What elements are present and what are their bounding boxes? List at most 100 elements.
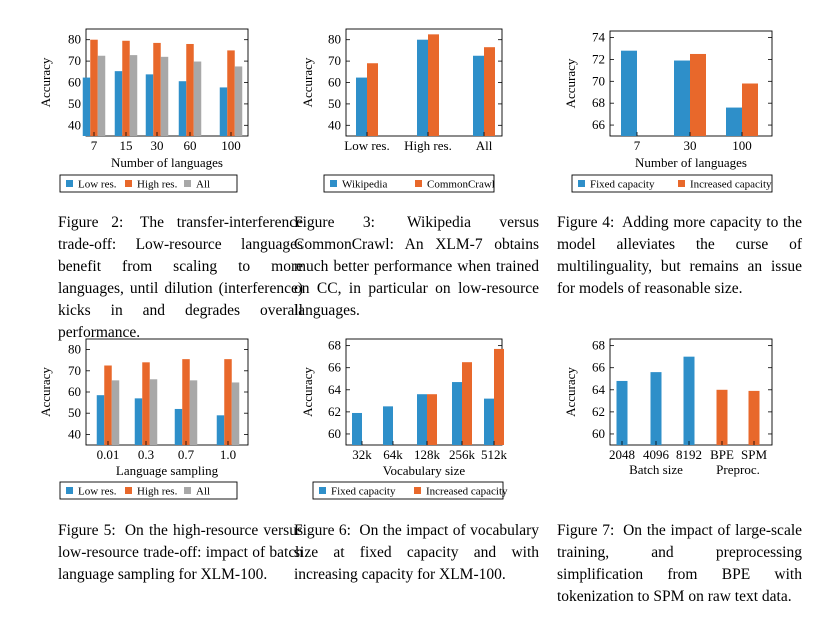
bar [219, 87, 228, 136]
y-tick-label: 60 [328, 75, 341, 90]
bar [417, 39, 428, 137]
legend-swatch [125, 487, 132, 494]
caption-figure-5: Figure 5: On the high-resource versus lo… [58, 520, 303, 586]
legend-swatch [414, 487, 421, 494]
bar [96, 395, 105, 445]
bar [122, 40, 130, 136]
x-tick-label: 100 [221, 138, 241, 153]
x-tick-label: 30 [684, 138, 697, 153]
legend-label: Low res. [78, 486, 117, 498]
caption-text: On the high-resource versus low-resource… [58, 522, 304, 583]
x-tick-label: 64k [383, 447, 403, 462]
legend-swatch [184, 180, 191, 187]
bar [149, 379, 158, 445]
legend-swatch [415, 180, 422, 187]
y-tick-label: 62 [328, 404, 341, 419]
y-tick-label: 60 [68, 384, 81, 399]
y-tick-label: 68 [592, 338, 605, 353]
x-group-label: Preproc. [716, 462, 760, 477]
legend-swatch [125, 180, 132, 187]
legend-swatch [184, 487, 191, 494]
x-tick-label: 2048 [609, 447, 635, 462]
legend-box [59, 481, 238, 500]
bar [216, 415, 225, 445]
y-tick-label: 60 [68, 75, 81, 90]
bar [427, 394, 437, 445]
caption-label: Figure 3: [294, 214, 375, 231]
y-tick-label: 72 [592, 51, 605, 66]
bar [484, 47, 495, 136]
chart-fig4: 66 68 70 72 74 Accuracy 7 30 100 Number of langua… [563, 30, 773, 193]
y-tick-label: 70 [68, 363, 81, 378]
legend-label: Fixed capacity [331, 486, 396, 498]
legend-swatch [678, 180, 685, 187]
bar [716, 389, 728, 445]
y-tick-label: 80 [328, 32, 341, 47]
bar [182, 359, 190, 445]
bar [145, 74, 154, 136]
bar [367, 63, 378, 136]
y-tick-label: 70 [592, 73, 605, 88]
y-axis-label: Accuracy [563, 58, 578, 108]
bar [111, 380, 120, 445]
legend-label: Increased capacity [690, 179, 772, 191]
bar [114, 71, 123, 136]
caption-label: Figure 7: [557, 522, 615, 539]
y-tick-label: 40 [328, 117, 341, 132]
legend-swatch [578, 180, 585, 187]
caption-label: Figure 6: [294, 522, 351, 539]
x-axis-label: Number of languages [111, 155, 223, 170]
bar [178, 81, 187, 136]
caption-text: On the impact of large-scale training, a… [557, 522, 803, 605]
legend-label: High res. [137, 179, 178, 191]
bar [82, 77, 91, 136]
x-axis-label: Language sampling [116, 463, 219, 478]
bar [690, 53, 706, 136]
bar [234, 66, 243, 136]
y-tick-label: 62 [592, 404, 605, 419]
y-tick-label: 60 [328, 426, 341, 441]
x-tick-label: BPE [710, 447, 734, 462]
y-tick-label: 70 [68, 53, 81, 68]
y-tick-label: 66 [592, 360, 606, 375]
legend-label: Fixed capacity [590, 179, 655, 191]
bar [748, 390, 760, 445]
y-tick-label: 80 [68, 342, 81, 357]
bar [129, 55, 138, 136]
caption-figure-6: Figure 6: On the impact of vocabulary si… [294, 520, 539, 586]
legend-swatch [66, 180, 73, 187]
x-axis-label: Number of languages [635, 155, 747, 170]
legend-swatch [66, 487, 73, 494]
bar [153, 42, 161, 136]
y-tick-label: 50 [68, 405, 81, 420]
bar [484, 398, 494, 445]
x-tick-label: 128k [414, 447, 441, 462]
y-tick-label: 50 [68, 96, 81, 111]
legend-label: High res. [137, 486, 178, 498]
chart-fig3: 40 50 60 70 80 Accuracy Low res. High res. All Wi… [300, 28, 503, 193]
legend-label: Low res. [78, 179, 117, 191]
y-tick-label: 70 [328, 53, 341, 68]
y-tick-label: 66 [328, 360, 342, 375]
bar [104, 365, 112, 445]
bar [160, 56, 169, 136]
y-axis-label: Accuracy [300, 367, 315, 417]
x-tick-label: 0.7 [178, 447, 195, 462]
bar [186, 43, 194, 137]
bar [621, 50, 637, 136]
x-tick-label: 0.01 [97, 447, 120, 462]
caption-text: Adding more capacity to the model allevi… [557, 214, 802, 297]
caption-text: On the impact of vocabulary size at fixe… [294, 522, 540, 583]
caption-figure-2: Figure 2: The transfer-interference trad… [58, 212, 303, 344]
caption-figure-7: Figure 7: On the impact of large-scale t… [557, 520, 802, 608]
bar [616, 380, 628, 445]
y-axis-label: Accuracy [300, 57, 315, 107]
legend-swatch [319, 487, 326, 494]
x-tick-label: 8192 [676, 447, 702, 462]
bar [726, 107, 742, 136]
caption-label: Figure 2: [58, 214, 124, 231]
x-tick-label: 7 [91, 138, 98, 153]
caption-text: Wikipedia versus CommonCrawl: An XLM-7 o… [294, 214, 539, 319]
bar [231, 382, 240, 445]
